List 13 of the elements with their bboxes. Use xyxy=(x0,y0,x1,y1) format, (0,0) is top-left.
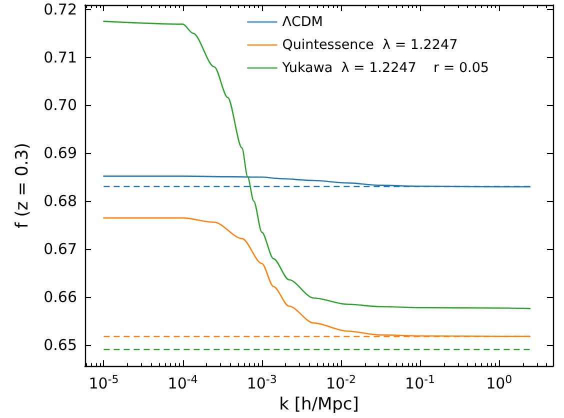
y-tick-label: 0.71 xyxy=(44,48,77,66)
legend-label: ΛCDM xyxy=(282,14,323,30)
y-tick-label: 0.65 xyxy=(44,336,77,354)
y-tick-label: 0.70 xyxy=(44,96,77,114)
x-axis-title: k [h/Mpc] xyxy=(279,394,359,414)
y-axis-title: f (z = 0.3) xyxy=(12,142,32,228)
y-tick-label: 0.69 xyxy=(44,144,77,162)
y-tick-label: 0.68 xyxy=(44,192,77,210)
y-tick-label: 0.67 xyxy=(44,240,77,258)
legend-label: Quintessence λ = 1.2247 xyxy=(282,37,458,53)
y-tick-label: 0.72 xyxy=(44,0,77,18)
y-tick-label: 0.66 xyxy=(44,288,77,306)
legend-label: Yukawa λ = 1.2247 r = 0.05 xyxy=(281,60,490,76)
